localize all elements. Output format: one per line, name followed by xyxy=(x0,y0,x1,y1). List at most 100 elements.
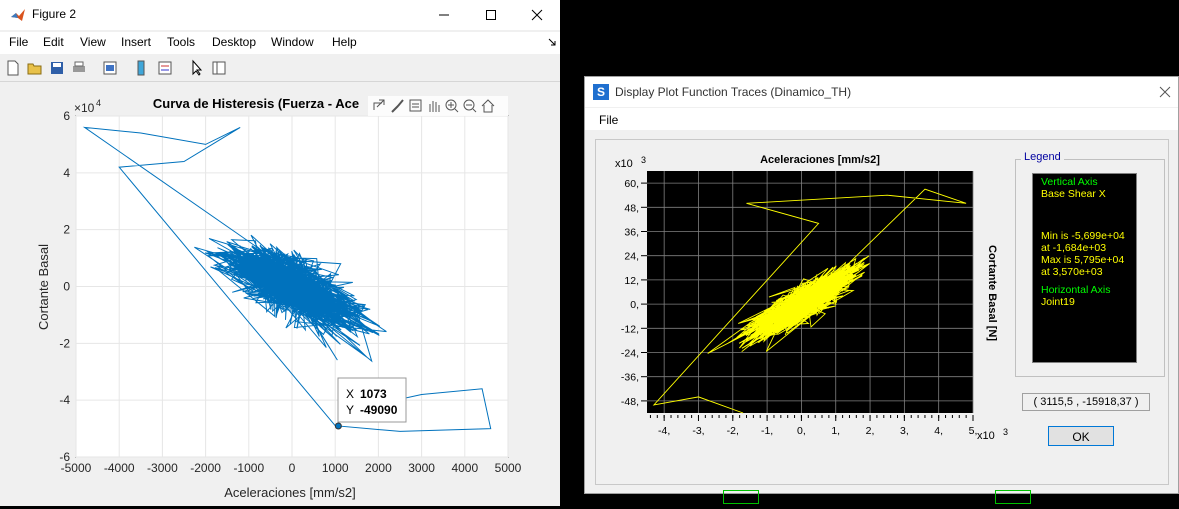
sap-x-tick-label: -2, xyxy=(727,425,739,437)
sap-x-tick-label: -3, xyxy=(692,425,704,437)
datatip-x-label: X xyxy=(346,387,354,401)
figure-canvas: -5000 -4000 -3000 -2000 -1000 0 1000 2000 3000 40… xyxy=(0,82,560,506)
save-icon[interactable] xyxy=(48,59,66,77)
menu-file[interactable]: File xyxy=(9,35,29,49)
legend-vertical-axis: Vertical Axis xyxy=(1041,176,1098,188)
sap-y-tick-label: -12, xyxy=(621,323,639,335)
sap-x-tick-label: -4, xyxy=(658,425,670,437)
zoom-out-icon[interactable] xyxy=(463,99,477,113)
background-window-fragment xyxy=(723,490,759,504)
x-tick-label: 1000 xyxy=(322,461,349,475)
sap-y-tick-label: 60, xyxy=(624,178,639,190)
maximize-button[interactable] xyxy=(468,0,514,30)
sap-x-tick-label: 5, xyxy=(969,425,978,437)
pan-icon[interactable] xyxy=(429,101,440,112)
datatip-icon[interactable] xyxy=(409,99,422,112)
x-tick-label: 0 xyxy=(289,461,296,475)
matlab-figure-window: Figure 2 File Edit View Insert Tools Des… xyxy=(0,0,560,506)
sap-x-tick-label: 3, xyxy=(900,425,909,437)
link-plot-icon[interactable] xyxy=(101,59,119,77)
datatip-marker[interactable] xyxy=(334,422,342,430)
open-folder-icon[interactable] xyxy=(26,59,44,77)
menu-edit[interactable]: Edit xyxy=(43,35,64,49)
sap-window-title: Display Plot Function Traces (Dinamico_T… xyxy=(615,85,852,99)
plot-function-traces-window: S Display Plot Function Traces (Dinamico… xyxy=(584,76,1179,494)
legend-max-at: at 3,570e+03 xyxy=(1041,266,1103,278)
sap-y-tick-label: 48, xyxy=(624,202,639,214)
sap-y-tick-label: -36, xyxy=(621,372,639,384)
window-title: Figure 2 xyxy=(32,7,77,21)
x-tick-label: -3000 xyxy=(147,461,178,475)
legend-min-at: at -1,684e+03 xyxy=(1041,242,1107,254)
y-tick-label: -4 xyxy=(59,393,70,407)
dock-arrow-icon[interactable] xyxy=(548,38,556,46)
sap-title-bar[interactable]: S Display Plot Function Traces (Dinamico… xyxy=(585,77,1178,107)
datatip-x-value: 1073 xyxy=(360,387,387,401)
sap-y-tick-label: 0, xyxy=(630,299,639,311)
hysteresis-plot[interactable]: -5000 -4000 -3000 -2000 -1000 0 1000 2000 3000 40… xyxy=(0,82,560,506)
x-tick-label: -2000 xyxy=(190,461,221,475)
home-icon[interactable] xyxy=(481,99,495,113)
menu-view[interactable]: View xyxy=(80,35,106,49)
sap-y-tick-label: -48, xyxy=(621,396,639,408)
colorbar-icon[interactable] xyxy=(132,59,150,77)
minimize-button[interactable] xyxy=(421,0,467,30)
x-tick-label: 2000 xyxy=(365,461,392,475)
datatip-box[interactable]: X 1073 Y -49090 xyxy=(337,377,407,423)
legend-horizontal-name: Joint19 xyxy=(1041,296,1075,308)
menu-tools[interactable]: Tools xyxy=(167,35,196,49)
sap-y-tick-label: 12, xyxy=(624,275,639,287)
x-tick-label: 5000 xyxy=(495,461,522,475)
y-tick-label: 6 xyxy=(63,109,70,123)
export-icon[interactable] xyxy=(373,99,385,110)
sap-x-tick-label: -1, xyxy=(761,425,773,437)
sap-right-axis-label: Cortante Basal [N] xyxy=(986,245,998,341)
menu-help[interactable]: Help xyxy=(332,35,357,49)
matlab-logo-icon xyxy=(11,9,25,21)
base-shear-trace xyxy=(652,188,967,414)
legend-group xyxy=(1015,159,1165,377)
legend-icon[interactable] xyxy=(156,59,174,77)
sap-menu-bar: File xyxy=(585,108,1178,130)
sap-y-tick-label: 24, xyxy=(624,251,639,263)
sap-close-icon[interactable] xyxy=(1155,82,1175,102)
close-button[interactable] xyxy=(514,0,560,30)
minimize-icon xyxy=(439,14,449,16)
y-tick-label: 2 xyxy=(63,223,70,237)
menu-window[interactable]: Window xyxy=(271,35,314,49)
y-tick-label: -6 xyxy=(59,450,70,464)
ok-button[interactable]: OK xyxy=(1048,426,1114,446)
y-exponent-label: ×10 xyxy=(74,101,95,115)
property-inspector-icon[interactable] xyxy=(210,59,228,77)
datatip-y-label: Y xyxy=(346,403,354,417)
sap-y-tick-label: 36, xyxy=(624,227,639,239)
y-exponent-power: 4 xyxy=(96,98,101,108)
brush-icon[interactable] xyxy=(391,99,404,113)
sap-x-tick-label: 4, xyxy=(934,425,943,437)
sap-menu-file[interactable]: File xyxy=(599,113,619,127)
x-tick-label: 4000 xyxy=(451,461,478,475)
sap-y-scale: x10 xyxy=(615,158,633,170)
background-window-fragment xyxy=(995,490,1031,504)
sap-x-tick-label: 2, xyxy=(866,425,875,437)
y-axis-label: Cortante Basal xyxy=(36,244,51,330)
menu-desktop[interactable]: Desktop xyxy=(212,35,257,49)
pointer-icon[interactable] xyxy=(188,59,206,77)
sap-plot-title: Aceleraciones [mm/s2] xyxy=(760,154,880,166)
sap-x-tick-label: 0, xyxy=(797,425,806,437)
trace-plot: -4, -3, -2, -1, 0, 1, 2, 3, 4, 5, 60, 48, 36, 24, 12, 0… xyxy=(615,154,1008,442)
toolbar xyxy=(0,55,560,82)
plot-title: Curva de Histeresis (Fuerza - Ace xyxy=(153,96,359,111)
print-icon[interactable] xyxy=(70,59,88,77)
title-bar[interactable]: Figure 2 xyxy=(0,0,560,30)
menu-insert[interactable]: Insert xyxy=(121,35,152,49)
sap-y-tick-label: -24, xyxy=(621,348,639,360)
cursor-coordinates: ( 3115,5 , -15918,37 ) xyxy=(1022,393,1150,411)
x-tick-label: -1000 xyxy=(233,461,264,475)
sap-x-scale: x10 xyxy=(977,430,995,442)
legend-max: Max is 5,795e+04 xyxy=(1041,254,1125,266)
zoom-in-icon[interactable] xyxy=(445,99,459,113)
sap-x-tick-label: 1, xyxy=(831,425,840,437)
y-tick-label: 4 xyxy=(63,166,70,180)
new-figure-icon[interactable] xyxy=(4,59,22,77)
